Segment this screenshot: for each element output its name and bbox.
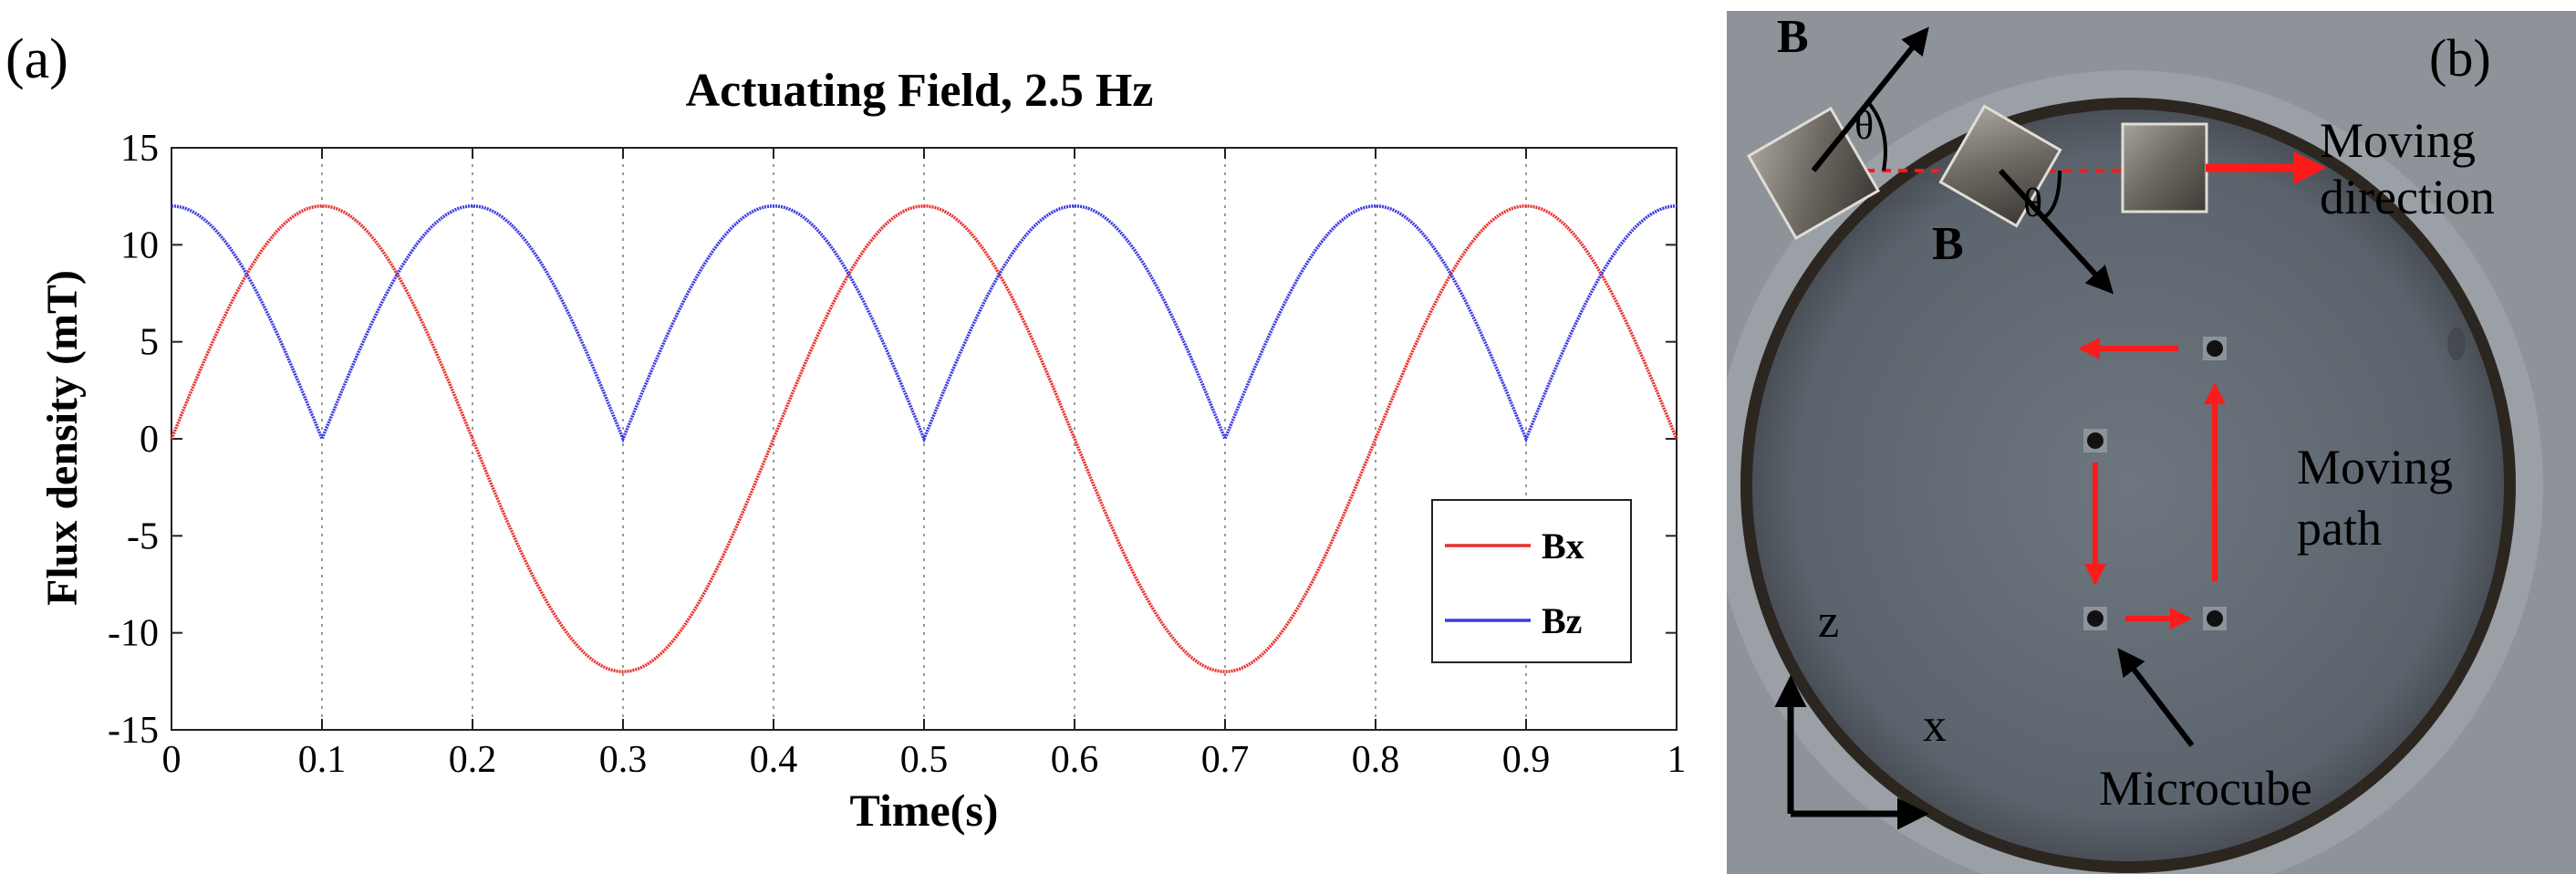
legend: Bx Bz — [1431, 499, 1632, 663]
angle-label-bottom: θ — [2023, 181, 2042, 225]
y-tick-label: -15 — [108, 710, 159, 752]
field-arrow-top — [1811, 26, 1929, 172]
path-dot-top-left — [2087, 432, 2103, 449]
path-dot-bottom-right — [2207, 610, 2223, 627]
field-label-top: B — [1777, 11, 1809, 63]
microcube-label: Microcube — [2099, 761, 2312, 816]
dish-spot — [2447, 328, 2466, 360]
y-tick-label: 10 — [120, 224, 159, 266]
y-axis-label: Flux density (mT) — [38, 270, 87, 606]
angle-arc-bottom — [2040, 170, 2062, 221]
y-tick-label: 5 — [140, 322, 159, 364]
legend-label-bx: Bx — [1542, 525, 1584, 567]
photo-scene: B θ B θ Moving direction Moving path Mic… — [1727, 11, 2576, 874]
microcube-photo: B θ B θ Moving direction Moving path Mic… — [1727, 11, 2576, 874]
moving-path-label-line2: path — [2297, 501, 2382, 556]
x-tick-label: 0 — [162, 739, 182, 781]
path-dot-top-right — [2207, 340, 2223, 357]
x-tick-label: 0.1 — [298, 739, 347, 781]
microcube-middle — [1938, 104, 2062, 228]
legend-label-bz: Bz — [1542, 600, 1582, 641]
x-tick-label: 0.8 — [1352, 739, 1400, 781]
moving-direction-label-line2: direction — [2320, 170, 2495, 224]
x-tick-label: 0.9 — [1502, 739, 1551, 781]
microcube-top-left — [1746, 106, 1881, 241]
field-arrow-bottom — [1998, 168, 2114, 295]
x-axis-label-photo: x — [1923, 700, 1947, 752]
x-tick-label: 1 — [1667, 739, 1687, 781]
angle-label-top: θ — [1854, 103, 1874, 148]
x-tick-label: 0.2 — [449, 739, 497, 781]
x-tick-label: 0.5 — [900, 739, 949, 781]
moving-path-label-line1: Moving — [2297, 440, 2453, 494]
path-dot-bottom-left — [2087, 610, 2103, 627]
y-tick-label: 15 — [120, 128, 159, 170]
flux-density-chart: Actuating Field, 2.5 Hz Time(s) Flux den… — [38, 65, 1687, 836]
x-axis-label: Time(s) — [850, 785, 999, 836]
y-tick-label: -5 — [127, 515, 159, 557]
series-line-bz — [171, 204, 1678, 443]
field-label-bottom: B — [1932, 218, 1964, 270]
dish-liquid — [1752, 109, 2504, 861]
panel-label-a: (a) — [5, 28, 68, 90]
angle-arc-top — [1866, 100, 1887, 172]
microcube-right — [2121, 122, 2208, 213]
y-tick-label: -10 — [108, 613, 159, 655]
x-tick-label: 0.6 — [1051, 739, 1099, 781]
x-tick-label: 0.3 — [599, 739, 648, 781]
moving-direction-label-line1: Moving — [2320, 113, 2476, 168]
chart-title: Actuating Field, 2.5 Hz — [686, 65, 1154, 117]
series-line-bx — [170, 204, 1678, 673]
x-tick-label: 0.4 — [750, 739, 798, 781]
panel-label-b: (b) — [2429, 28, 2491, 88]
y-tick-label: 0 — [140, 419, 159, 461]
z-axis-label: z — [1818, 596, 1839, 648]
x-tick-label: 0.7 — [1201, 739, 1250, 781]
microcube-pointer-arrow — [2117, 648, 2195, 747]
legend-box — [1431, 499, 1632, 663]
plot-area: 0 0.1 0.2 0.3 0.4 0.5 0.6 0.7 0.8 0.9 1 -15 -10 -5 0 5 1… — [108, 128, 1687, 781]
